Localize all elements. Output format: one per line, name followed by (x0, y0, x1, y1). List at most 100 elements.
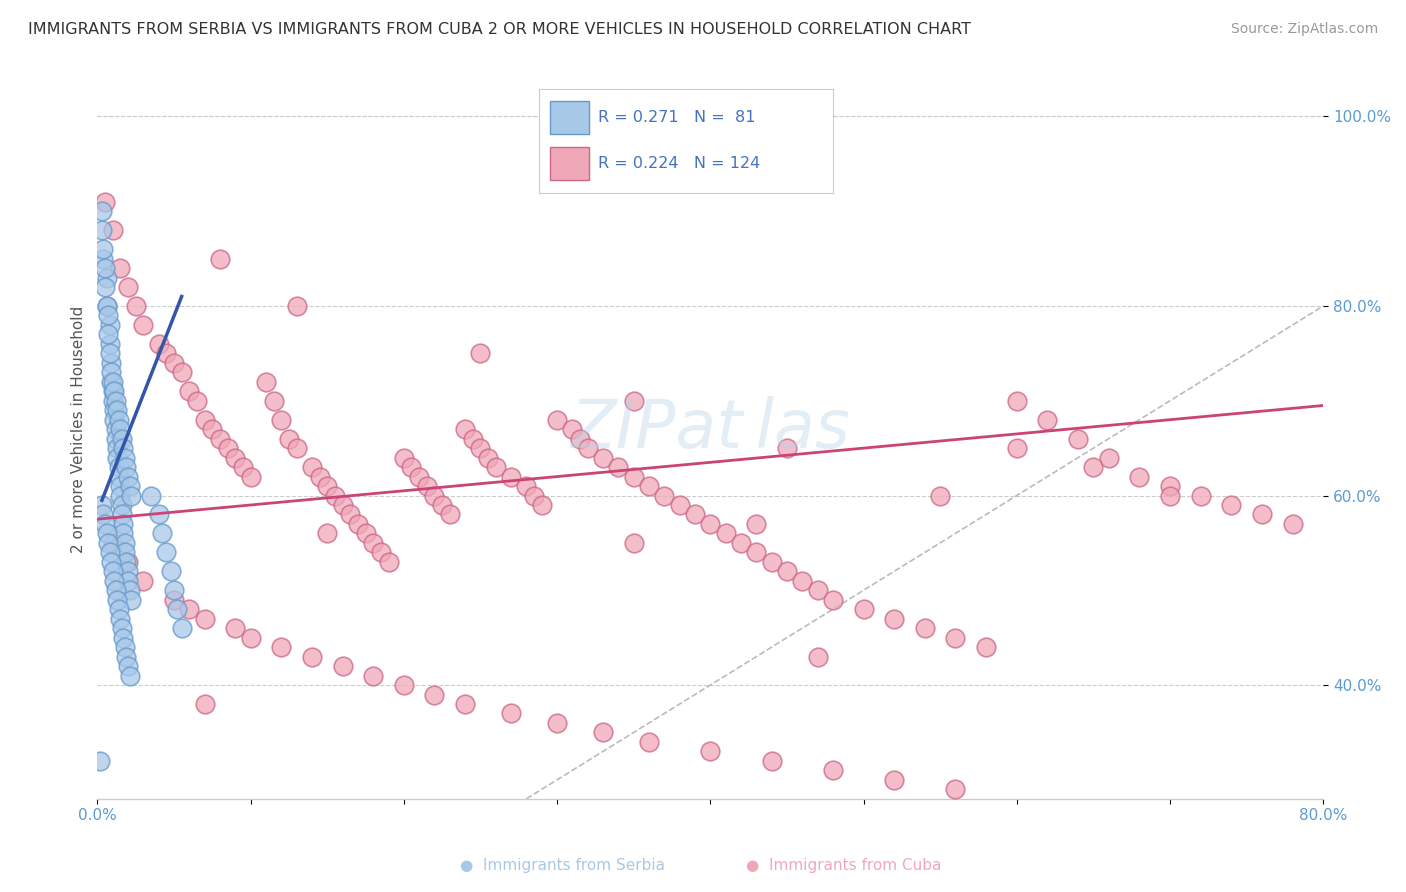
Point (569, 432, 592, 446)
Point (515, 479, 537, 493)
Point (699, 516, 721, 531)
Point (114, 536, 136, 550)
Point (623, 469, 645, 483)
Point (114, 545, 136, 559)
Point (974, 640, 997, 654)
Point (194, 697, 217, 711)
Text: ZIPat las: ZIPat las (571, 396, 851, 462)
Point (1005, 393, 1028, 408)
Point (91, 223, 114, 237)
Point (120, 592, 142, 607)
Point (91, 204, 114, 219)
Point (239, 469, 262, 483)
Point (179, 602, 201, 616)
Point (100, 365, 122, 379)
Point (347, 516, 370, 531)
Point (361, 668, 384, 682)
Point (806, 583, 828, 598)
Point (821, 592, 844, 607)
Point (117, 574, 139, 588)
Point (155, 346, 177, 360)
Point (107, 460, 129, 475)
Point (124, 299, 146, 313)
Point (607, 460, 630, 475)
Point (332, 498, 354, 512)
Point (103, 413, 125, 427)
Point (1036, 413, 1059, 427)
Point (224, 450, 246, 465)
Point (107, 469, 129, 483)
Point (114, 450, 136, 465)
Point (323, 489, 346, 503)
Point (561, 422, 583, 436)
Point (477, 450, 499, 465)
Point (301, 460, 323, 475)
Point (370, 545, 392, 559)
Point (263, 393, 285, 408)
Text: ●  Immigrants from Cuba: ● Immigrants from Cuba (747, 858, 941, 872)
Point (470, 346, 492, 360)
Point (1159, 479, 1181, 493)
Point (94, 280, 117, 294)
Point (270, 640, 292, 654)
Point (97, 327, 120, 342)
Point (98, 337, 121, 351)
Point (110, 422, 132, 436)
Point (114, 640, 136, 654)
Point (115, 460, 138, 475)
Point (104, 422, 127, 436)
Point (100, 555, 122, 569)
Point (454, 422, 477, 436)
Point (316, 479, 339, 493)
Point (110, 489, 132, 503)
Point (118, 479, 141, 493)
Point (117, 280, 139, 294)
Point (576, 441, 599, 455)
Point (439, 508, 461, 522)
Point (301, 649, 323, 664)
Point (101, 393, 124, 408)
Point (1251, 508, 1274, 522)
Point (96, 270, 118, 285)
Point (139, 489, 162, 503)
Point (101, 223, 124, 237)
Point (730, 536, 752, 550)
Point (423, 688, 446, 702)
Point (104, 393, 127, 408)
Point (523, 489, 546, 503)
Point (683, 508, 706, 522)
Point (112, 516, 135, 531)
Point (1005, 441, 1028, 455)
Point (166, 602, 188, 616)
Point (94, 261, 117, 276)
Point (117, 469, 139, 483)
Point (103, 384, 125, 399)
Point (461, 432, 484, 446)
Point (501, 706, 523, 721)
Point (354, 526, 377, 541)
Point (792, 574, 814, 588)
Point (111, 498, 134, 512)
Point (160, 564, 183, 578)
Point (105, 403, 128, 417)
Point (638, 735, 661, 749)
Point (339, 508, 361, 522)
Point (194, 612, 217, 626)
Point (93, 242, 115, 256)
Point (132, 574, 155, 588)
Point (208, 252, 231, 266)
Point (285, 441, 308, 455)
Point (101, 536, 124, 550)
Point (100, 375, 122, 389)
Point (929, 489, 952, 503)
Point (1128, 469, 1150, 483)
Point (761, 555, 783, 569)
Point (254, 375, 277, 389)
Point (776, 564, 799, 578)
Point (408, 469, 430, 483)
Point (285, 299, 308, 313)
Point (89, 754, 111, 768)
Point (115, 555, 138, 569)
Point (217, 441, 239, 455)
Point (914, 621, 936, 635)
